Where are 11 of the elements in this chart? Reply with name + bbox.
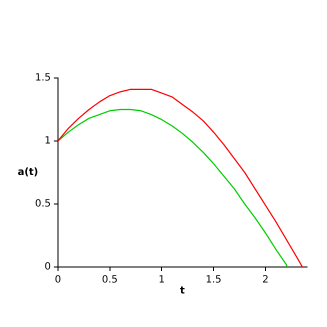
- x-axis-title: t: [180, 286, 186, 297]
- y-tick-label: 1: [44, 136, 51, 147]
- y-tick-label: 1.5: [34, 72, 51, 84]
- x-tick-label: 0.5: [102, 274, 118, 286]
- y-axis-title: a(t): [18, 167, 38, 178]
- x-tick-label: 1.5: [206, 274, 222, 286]
- y-tick-label: 0: [44, 262, 51, 273]
- x-tick-label: 2: [262, 274, 269, 286]
- x-tick-label: 0: [54, 274, 62, 286]
- x-tick-label: 1: [158, 274, 165, 286]
- y-tick-label: 0.5: [34, 198, 51, 210]
